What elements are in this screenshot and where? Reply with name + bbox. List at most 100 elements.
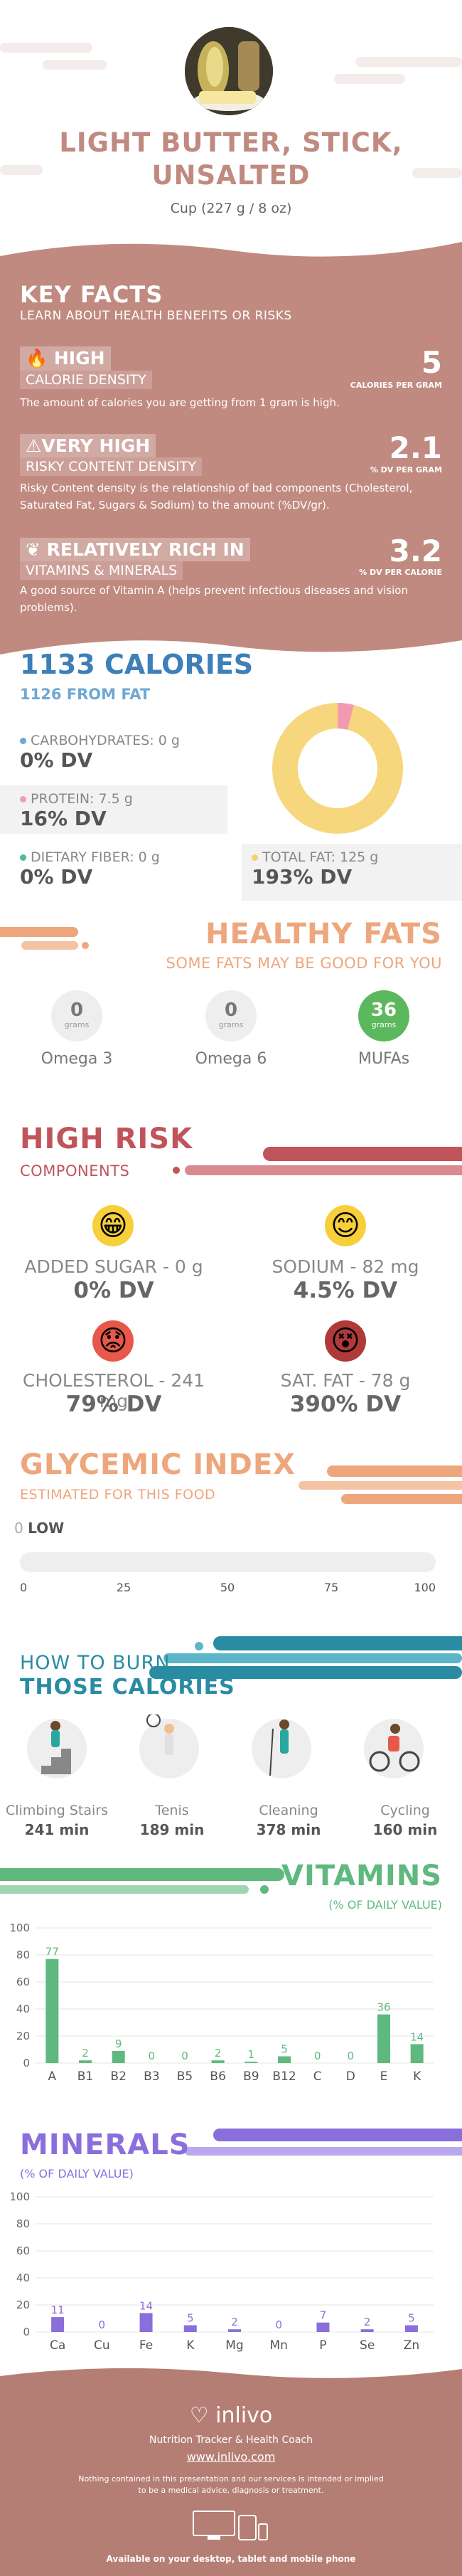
fact-sublabel: VITAMINS & MINERALS: [20, 561, 183, 580]
fat-mufas: 36 grams: [358, 990, 409, 1041]
fact-sublabel: RISKY CONTENT DENSITY: [20, 457, 202, 476]
fact-calorie-density: 🔥 HIGH CALORIE DENSITY: [20, 346, 152, 389]
heart-icon: ♡: [189, 2403, 209, 2428]
fact-value: 5: [421, 345, 442, 380]
fact-label: HIGH: [53, 348, 105, 369]
vitamins-value-label: 14: [410, 2030, 424, 2043]
minerals-value-label: 5: [408, 2312, 415, 2325]
high-risk-subtitle: COMPONENTS: [20, 1162, 130, 1180]
nutrient-dv: 193% DV: [252, 865, 353, 889]
minerals-category-label: Cu: [94, 2338, 110, 2353]
vitamins-value-label: 9: [115, 2037, 122, 2050]
calories-donut-chart: [272, 703, 403, 834]
vitamins-subtitle: (% OF DAILY VALUE): [328, 1898, 442, 1912]
nutrient-dv: 0% DV: [20, 865, 93, 889]
minerals-value-label: 2: [231, 2316, 238, 2328]
glycemic-tick: 0: [20, 1581, 28, 1594]
food-photo: [185, 27, 273, 115]
vitamins-title: VITAMINS: [281, 1860, 442, 1892]
vitamins-value-label: 77: [45, 1946, 59, 1958]
burn-activity-name: Cycling: [380, 1803, 430, 1818]
minerals-category-label: Ca: [50, 2338, 65, 2353]
vitamins-value-label: 0: [181, 2050, 188, 2062]
vitamins-category-label: A: [48, 2069, 57, 2084]
fact-description: A good source of Vitamin A (helps preven…: [20, 584, 408, 614]
minerals-ytick-label: 60: [16, 2244, 30, 2257]
glycemic-tick: 100: [414, 1581, 436, 1594]
vitamins-ytick-label: 0: [23, 2057, 30, 2069]
fact-description: The amount of calories you are getting f…: [20, 396, 340, 409]
minerals-category-label: Mn: [269, 2338, 287, 2353]
fact-description: Risky Content density is the relationshi…: [20, 482, 413, 512]
minerals-value-label: 5: [187, 2312, 194, 2325]
risk-dv: 79% DV: [65, 1392, 162, 1417]
nutrient-total-fat: TOTAL FAT: 125 g 193% DV: [252, 849, 378, 889]
vitamins-ytick-label: 20: [16, 2030, 30, 2042]
risk-label: SODIUM - 82 mg: [272, 1256, 419, 1277]
vitamins-bar-B6: [211, 2060, 225, 2063]
burn-activity-minutes: 189 min: [139, 1821, 205, 1838]
risk-dv: 0% DV: [73, 1278, 154, 1303]
fat-omega6: 0 grams: [205, 990, 257, 1041]
glycemic-tick: 25: [116, 1581, 131, 1594]
fiber-dot: [20, 854, 26, 861]
vitamins-decor: [0, 1868, 284, 1894]
vitamins-value-label: 2: [82, 2047, 89, 2060]
calories-from-fat: 1126 FROM FAT: [20, 686, 151, 703]
warning-icon: ⚠: [26, 435, 42, 456]
protein-row-background: [0, 785, 227, 834]
nutrient-dv: 0% DV: [20, 748, 93, 772]
vitamins-bar-B12: [278, 2056, 291, 2063]
vitamins-value-label: 0: [149, 2050, 156, 2062]
stairs-icon: [27, 1719, 87, 1779]
footer-available: Available on your desktop, tablet and mo…: [106, 2554, 356, 2564]
fact-value: 3.2: [389, 534, 442, 568]
devices-icon: [193, 2511, 268, 2540]
high-risk-title: HIGH RISK: [20, 1123, 193, 1155]
fat-unit: grams: [218, 1020, 244, 1029]
minerals-ytick-label: 20: [16, 2299, 30, 2311]
carbs-dot: [20, 738, 26, 744]
burn-activity-minutes: 241 min: [24, 1821, 90, 1838]
fat-unit: grams: [371, 1020, 397, 1029]
vitamins-category-label: B6: [210, 2069, 225, 2084]
minerals-subtitle: (% OF DAILY VALUE): [20, 2167, 134, 2180]
fact-vitamins-minerals: ❦ RELATIVELY RICH IN VITAMINS & MINERALS: [20, 538, 250, 580]
dizzy-face-icon: 😵: [325, 1320, 366, 1362]
minerals-category-label: P: [319, 2338, 326, 2353]
calories-title: 1133 CALORIES: [20, 649, 254, 680]
minerals-decor: [185, 2129, 462, 2156]
minerals-category-label: Fe: [139, 2338, 153, 2353]
footer-tagline: Nutrition Tracker & Health Coach: [149, 2434, 313, 2446]
fat-name: Omega 6: [195, 1050, 267, 1068]
minerals-category-label: Mg: [225, 2338, 243, 2353]
risk-dv: 390% DV: [289, 1392, 402, 1417]
vitamins-value-label: 5: [281, 2043, 288, 2056]
risk-label: SAT. FAT - 78 g: [280, 1370, 411, 1391]
fat-value: 0: [224, 1000, 238, 1021]
glycemic-readout: 0 LOW: [14, 1520, 64, 1537]
minerals-value-label: 2: [364, 2316, 371, 2328]
minerals-category-label: Zn: [404, 2338, 419, 2353]
minerals-title: MINERALS: [20, 2129, 190, 2161]
burn-activity-name: Climbing Stairs: [6, 1803, 108, 1818]
fat-value: 36: [370, 1000, 397, 1021]
header-decor: [0, 43, 462, 178]
minerals-ytick-label: 40: [16, 2272, 30, 2284]
footer-url-link[interactable]: www.inlivo.com: [186, 2450, 276, 2464]
vitamins-category-label: B1: [77, 2069, 93, 2084]
footer-brand: ♡ inlivo: [0, 2403, 462, 2428]
minerals-bar-Fe: [139, 2313, 153, 2332]
glycemic-decor: [299, 1465, 462, 1504]
nutrient-label: TOTAL FAT: 125 g: [262, 849, 379, 865]
minerals-ytick-label: 80: [16, 2217, 30, 2230]
fact-label: VERY HIGH: [41, 435, 151, 456]
minerals-bar-P: [316, 2322, 330, 2332]
worried-face-icon: 😟: [92, 1320, 134, 1362]
vitamins-ytick-label: 100: [9, 1922, 30, 1934]
minerals-bar-chart: 0 20 40 60 80 100 11 Ca 0 Cu 14 Fe 5 K 2 Mg 0 Mn 7 P 2 Se 5 Zn: [9, 2190, 434, 2353]
vitamins-bar-K: [410, 2044, 424, 2063]
protein-dot: [20, 796, 26, 802]
minerals-ytick-label: 0: [23, 2326, 30, 2338]
